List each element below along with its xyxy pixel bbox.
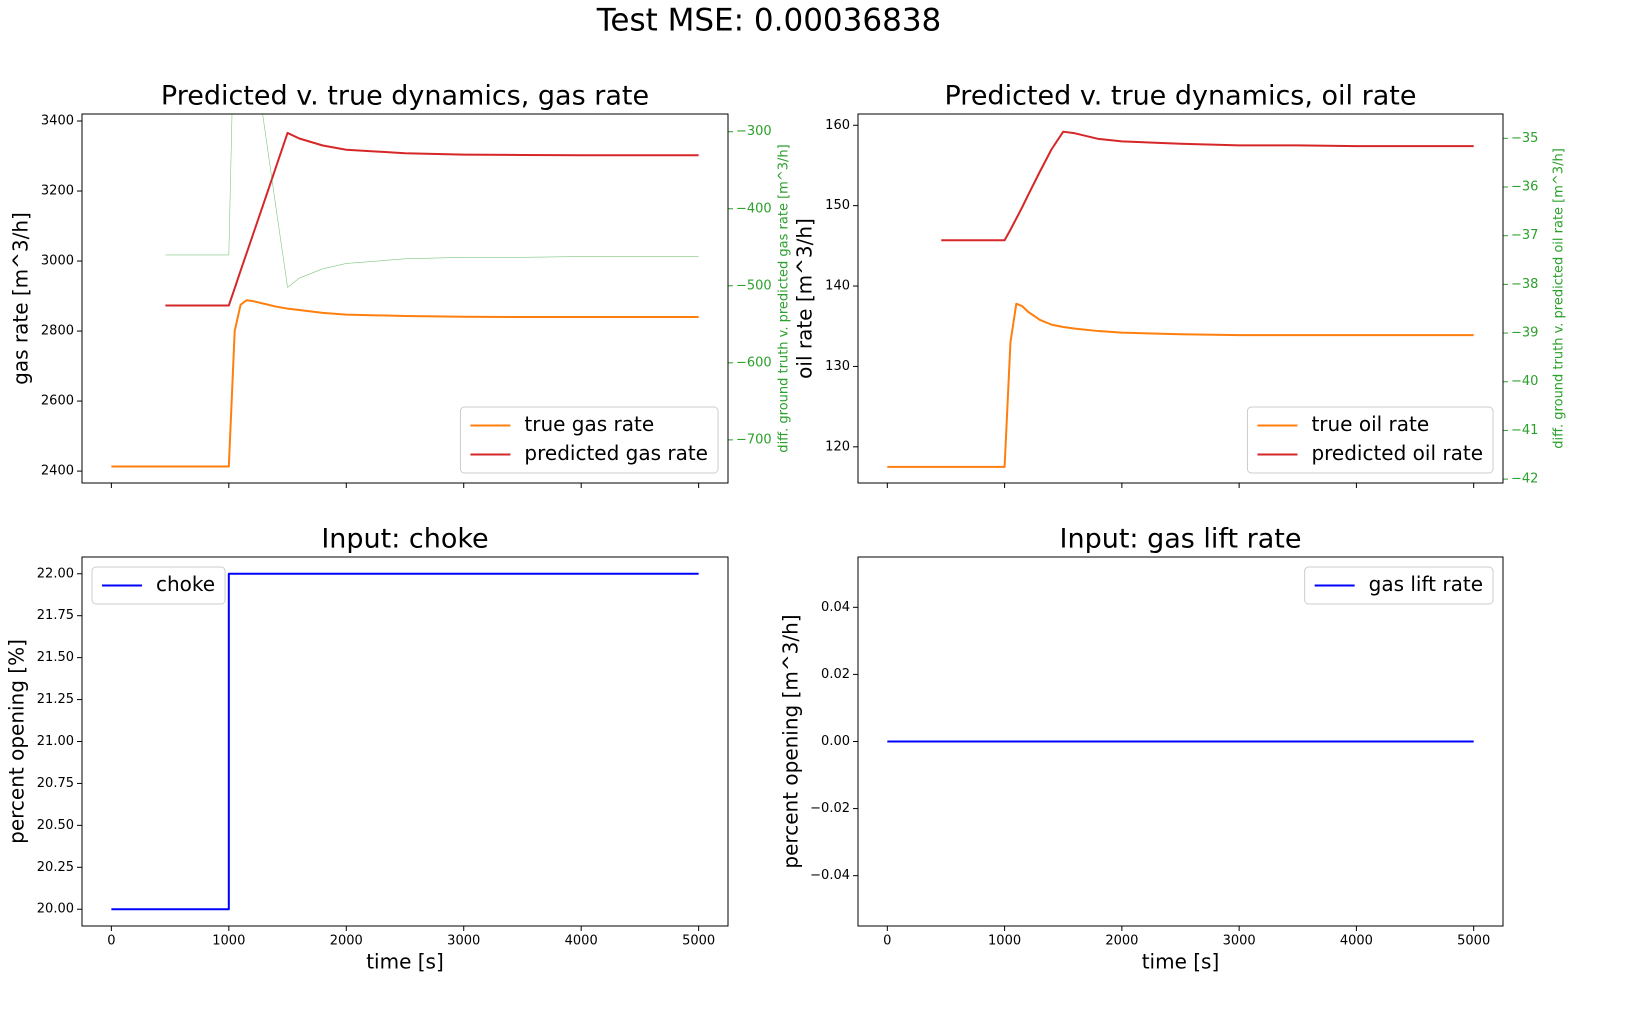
y-tick-label: 2800 — [41, 324, 74, 339]
series-line — [941, 130, 1474, 242]
x-tick-label: 0 — [883, 934, 891, 949]
legend-box — [1304, 566, 1494, 605]
axes-title: Predicted v. true dynamics, oil rate — [945, 81, 1417, 112]
y2-tick-label: −42 — [1511, 472, 1538, 487]
y2-tick-label: −35 — [1511, 131, 1538, 146]
y-tick-label: 0.04 — [821, 600, 850, 615]
x-axis-label: time [s] — [366, 950, 444, 974]
y-tick-label: 20.50 — [37, 818, 74, 833]
y-tick-label: 130 — [825, 359, 850, 374]
legend-box — [459, 406, 719, 474]
axes-frame — [81, 556, 729, 927]
legend: choke — [91, 566, 226, 605]
x-tick-label: 3000 — [1223, 934, 1256, 949]
y2-tick-label: −37 — [1511, 228, 1538, 243]
y-tick-label: 0.02 — [821, 667, 850, 682]
y-axis-label: percent opening [%] — [5, 639, 29, 844]
series-line — [887, 302, 1474, 468]
legend: true gas rate predicted gas rate — [459, 406, 719, 474]
y-tick-label: 0.00 — [821, 734, 850, 749]
axes-title: Input: gas lift rate — [1060, 524, 1302, 555]
y2-tick-label: −600 — [736, 355, 772, 370]
y2-tick-label: −38 — [1511, 277, 1538, 292]
legend-label: true oil rate — [1311, 412, 1429, 436]
legend-label: predicted gas rate — [524, 441, 708, 465]
y2-axis-label: diff. ground truth v. predicted gas rate… — [777, 144, 792, 452]
legend: gas lift rate — [1304, 566, 1494, 605]
legend-label: choke — [156, 572, 215, 596]
y-tick-label: 21.75 — [37, 608, 74, 623]
y-tick-label: 160 — [825, 118, 850, 133]
x-tick-label: 4000 — [565, 934, 598, 949]
y2-tick-label: −400 — [736, 201, 772, 216]
y-tick-label: 20.75 — [37, 776, 74, 791]
axes-frame — [857, 113, 1504, 484]
y-axis-label: gas rate [m^3/h] — [9, 212, 33, 385]
y-axis-label: oil rate [m^3/h] — [793, 218, 817, 379]
x-tick-label: 5000 — [682, 934, 715, 949]
x-tick-label: 1000 — [212, 934, 245, 949]
y2-tick-label: −500 — [736, 278, 772, 293]
x-tick-label: 4000 — [1340, 934, 1373, 949]
legend-label: predicted oil rate — [1311, 441, 1483, 465]
y2-tick-label: −39 — [1511, 326, 1538, 341]
y-tick-label: −0.02 — [810, 801, 850, 816]
y-tick-label: 2400 — [41, 464, 74, 479]
y-tick-label: 2600 — [41, 394, 74, 409]
axes-title: Input: choke — [321, 524, 488, 555]
series-line — [165, 131, 699, 307]
y-tick-label: 150 — [825, 198, 850, 213]
y-tick-label: 22.00 — [37, 566, 74, 581]
axes-frame — [857, 556, 1504, 927]
x-tick-label: 2000 — [1105, 934, 1138, 949]
y-tick-label: 20.25 — [37, 860, 74, 875]
y2-tick-label: −40 — [1511, 374, 1538, 389]
y-tick-label: 21.00 — [37, 734, 74, 749]
y-tick-label: 21.50 — [37, 650, 74, 665]
y-tick-label: 120 — [825, 439, 850, 454]
legend-label: true gas rate — [524, 412, 654, 436]
y2-tick-label: −700 — [736, 432, 772, 447]
y2-tick-label: −41 — [1511, 423, 1538, 438]
y2-tick-label: −300 — [736, 124, 772, 139]
y2-tick-label: −36 — [1511, 180, 1538, 195]
y-tick-label: 20.00 — [37, 902, 74, 917]
legend-box — [1246, 406, 1494, 474]
x-tick-label: 1000 — [988, 934, 1021, 949]
x-tick-label: 5000 — [1457, 934, 1490, 949]
legend-box — [91, 566, 226, 605]
y-tick-label: 21.25 — [37, 692, 74, 707]
axes-title: Predicted v. true dynamics, gas rate — [161, 81, 649, 112]
x-axis-label: time [s] — [1142, 950, 1220, 974]
figure-title: Test MSE: 0.00036838 — [596, 3, 942, 39]
y-tick-label: 3000 — [41, 254, 74, 269]
series-line — [111, 299, 699, 468]
x-tick-label: 2000 — [330, 934, 363, 949]
y2-axis-label: diff. ground truth v. predicted oil rate… — [1552, 148, 1567, 449]
series-line — [111, 572, 699, 911]
y-tick-label: 3200 — [41, 184, 74, 199]
y-tick-label: −0.04 — [810, 868, 850, 883]
x-tick-label: 3000 — [447, 934, 480, 949]
x-tick-label: 0 — [107, 934, 115, 949]
y-tick-label: 140 — [825, 279, 850, 294]
legend-label: gas lift rate — [1369, 572, 1483, 596]
legend: true oil rate predicted oil rate — [1246, 406, 1494, 474]
y-axis-label: percent opening [m^3/h] — [779, 614, 803, 868]
axes-frame — [81, 113, 729, 484]
y-tick-label: 3400 — [41, 114, 74, 129]
diff-line — [165, 114, 699, 288]
